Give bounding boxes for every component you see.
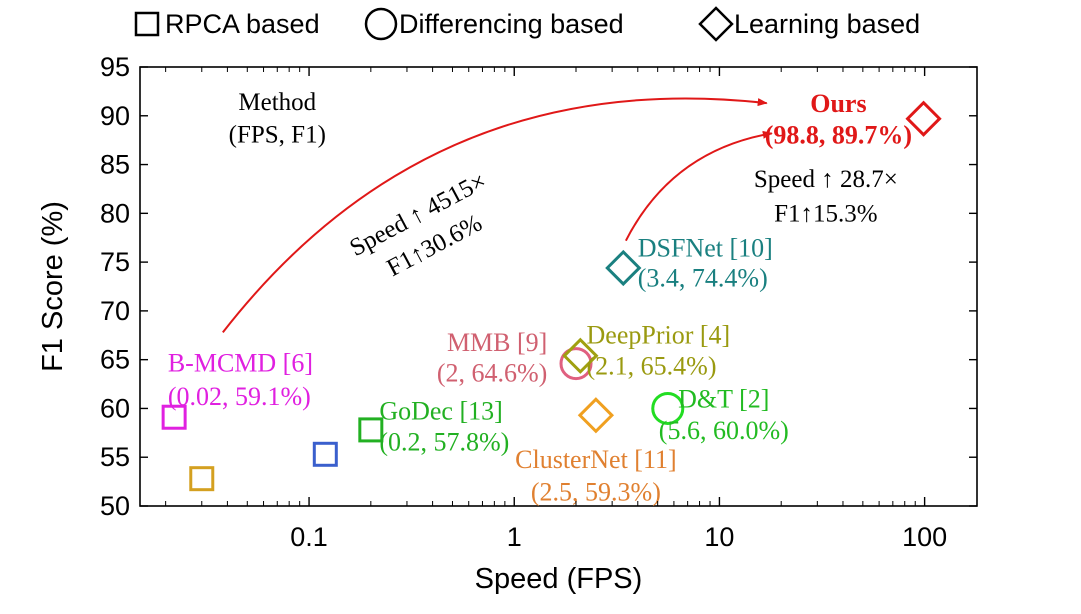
y-tick-label: 80 [100,198,130,228]
data-label-name: Ours [810,89,866,118]
y-tick-label: 95 [100,52,130,82]
data-point-square [161,404,187,430]
y-axis-label: F1 Score (%) [37,201,69,372]
legend-circle-icon [364,7,398,41]
data-point-diamond [605,249,642,287]
y-tick-label: 70 [100,296,130,326]
data-point-square [189,466,215,492]
plot-area [139,66,978,507]
legend-diamond-icon [698,6,734,42]
data-label-name: GoDec [13] [379,396,502,425]
data-point-diamond [577,397,615,434]
legend-label: RPCA based [165,9,320,39]
data-label-value: (2.1, 65.4%) [587,352,717,381]
axes: 50 55 60 65 70 75 80 85 90 95 0.1 1 10 100 Speed (FPS)… [37,52,977,595]
y-tick-label: 75 [100,247,130,277]
data-point-square [312,441,338,467]
data-label-value: (2.5, 59.3%) [531,477,661,506]
annotation-text: (FPS, F1) [229,121,326,148]
improvement-arrows [222,97,773,333]
data-label-value: (0.2, 57.8%) [379,428,509,457]
data-label-value: (2, 64.6%) [437,358,547,387]
data-label-name: MMB [9] [447,328,547,357]
data-label-name: D&T [2] [678,385,769,414]
chart-annotations: Method (FPS, F1) Speed ↑ 4515×F1↑30.6% Spee… [229,89,898,282]
x-tick-label: 0.1 [290,522,328,552]
data-label-name: ClusterNet [11] [515,445,677,474]
y-tick-label: 90 [100,101,130,131]
legend-square-icon [134,11,160,37]
legend-item-circle: Differencing based [364,7,624,41]
legend-item-diamond: Learning based [698,6,920,42]
x-tick-label: 100 [902,522,947,552]
y-tick-label: 85 [100,150,130,180]
legend-item-square: RPCA based [134,9,320,39]
x-tick-label: 1 [507,522,522,552]
y-tick-label: 55 [100,442,130,472]
y-tick-label: 60 [100,393,130,423]
data-label-name: B-MCMD [6] [168,349,313,378]
data-label-value: (5.6, 60.0%) [659,416,789,445]
x-tick-label: 10 [704,522,734,552]
data-label-value: (0.02, 59.1%) [168,382,311,411]
data-point-circle [651,391,685,425]
annotation: Speed ↑ 28.7× F1↑15.3% [754,166,898,227]
y-tick-label: 50 [100,491,130,521]
data-point-diamond [562,337,599,374]
improvement-arrow [222,97,768,333]
data-label-value: (98.8, 89.7%) [765,120,912,149]
chart-legend: RPCA based Differencing based Learning bas… [134,6,920,42]
plot-frame [139,66,978,507]
data-label-value: (3.4, 74.4%) [638,264,768,293]
legend-label: Differencing based [399,9,624,39]
data-labels: B-MCMD [6] (0.02, 59.1%) GoDec [13] (0.2, 5… [168,89,912,506]
annotation-text: F1↑15.3% [774,200,877,227]
annotation: Method (FPS, F1) [229,89,326,148]
data-label-name: DeepPrior [4] [587,320,731,349]
annotation: Speed ↑ 4515×F1↑30.6% [345,168,490,282]
annotation-text: Speed ↑ 28.7× [754,166,898,193]
legend-label: Learning based [734,9,920,39]
y-tick-label: 65 [100,345,130,375]
improvement-arrow [624,130,773,242]
data-point-circle [559,347,593,381]
annotation-text: Method [238,89,316,116]
data-label-name: DSFNet [10] [638,233,773,262]
data-point-square [358,417,384,443]
data-markers [161,100,942,492]
data-point-diamond [905,100,942,137]
x-axis-label: Speed (FPS) [475,563,643,595]
